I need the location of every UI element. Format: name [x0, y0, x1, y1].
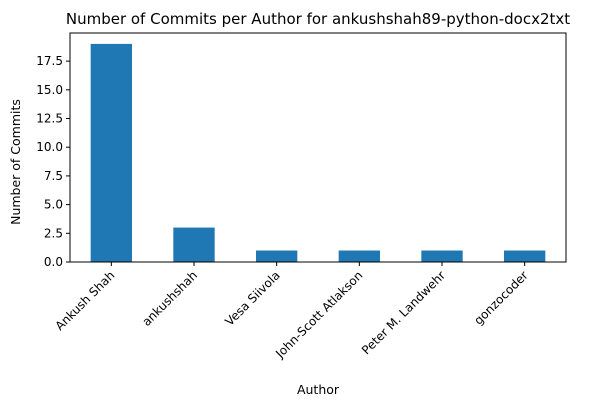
x-tick-label: Ankush Shah	[53, 268, 118, 333]
x-tick-label: Peter M. Landwehr	[359, 268, 448, 357]
x-axis-label: Author	[297, 382, 340, 397]
y-tick-label: 0.0	[44, 255, 63, 269]
bar-3	[338, 250, 380, 262]
y-tick-label: 5.0	[44, 198, 63, 212]
x-tick-label: ankushshah	[139, 268, 200, 329]
bar-4	[421, 250, 463, 262]
bar-2	[256, 250, 298, 262]
y-tick-label: 10.0	[36, 140, 63, 154]
bars-group	[90, 43, 546, 263]
bar-5	[504, 250, 546, 262]
x-tick-label: Vesa Siivola	[222, 268, 282, 328]
y-tick-label: 17.5	[36, 54, 63, 68]
y-tick-label: 2.5	[44, 226, 63, 240]
y-axis: 0.0 2.5 5.0 7.5 10.0 12.5 15.0 17.5	[36, 54, 70, 269]
y-tick-label: 7.5	[44, 169, 63, 183]
x-axis: Ankush Shah ankushshah Vesa SiivolaJohn-Sc…	[53, 262, 531, 361]
x-tick-label: gonzocoder	[471, 268, 530, 327]
plot-frame	[69, 32, 567, 263]
bar-0	[90, 43, 132, 263]
bar-1	[173, 227, 215, 262]
chart-title: Number of Commits per Author for ankushs…	[66, 10, 570, 28]
y-tick-label: 15.0	[36, 83, 63, 97]
x-tick-label: John-Scott Atlakson	[272, 268, 365, 361]
y-axis-label: Number of Commits	[8, 99, 23, 225]
y-tick-label: 12.5	[36, 112, 63, 126]
